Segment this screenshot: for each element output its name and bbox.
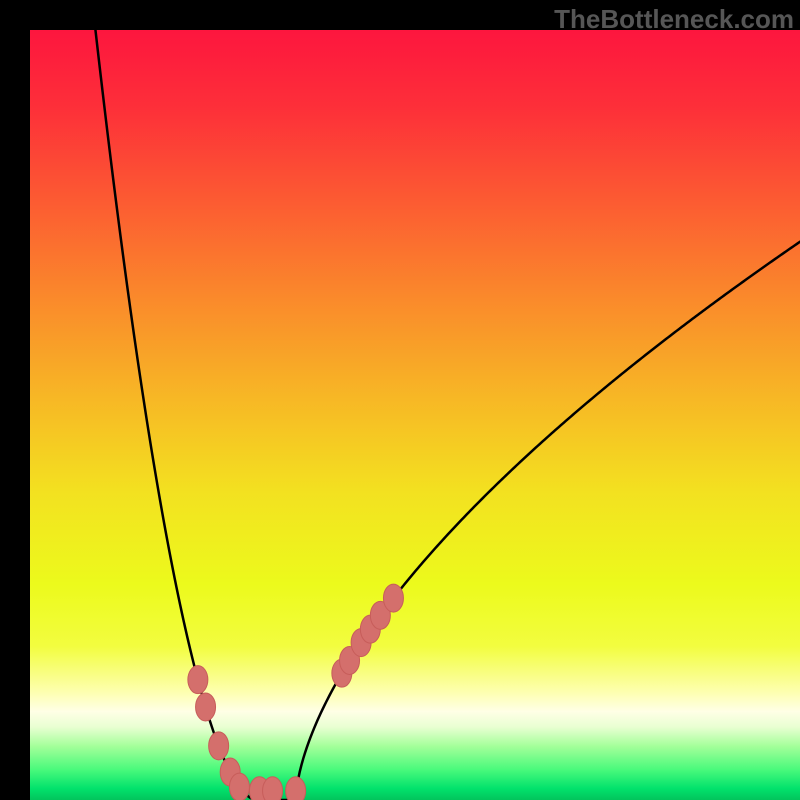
curve-marker: [286, 777, 306, 800]
curve-marker: [196, 693, 216, 721]
curve-marker: [188, 666, 208, 694]
curve-marker: [263, 777, 283, 800]
curve-markers: [188, 584, 404, 800]
curve-marker: [229, 773, 249, 800]
curve-marker: [209, 732, 229, 760]
chart-svg: [30, 30, 800, 800]
plot-area: [30, 30, 800, 800]
watermark-text: TheBottleneck.com: [554, 4, 794, 35]
curve-marker: [383, 584, 403, 612]
